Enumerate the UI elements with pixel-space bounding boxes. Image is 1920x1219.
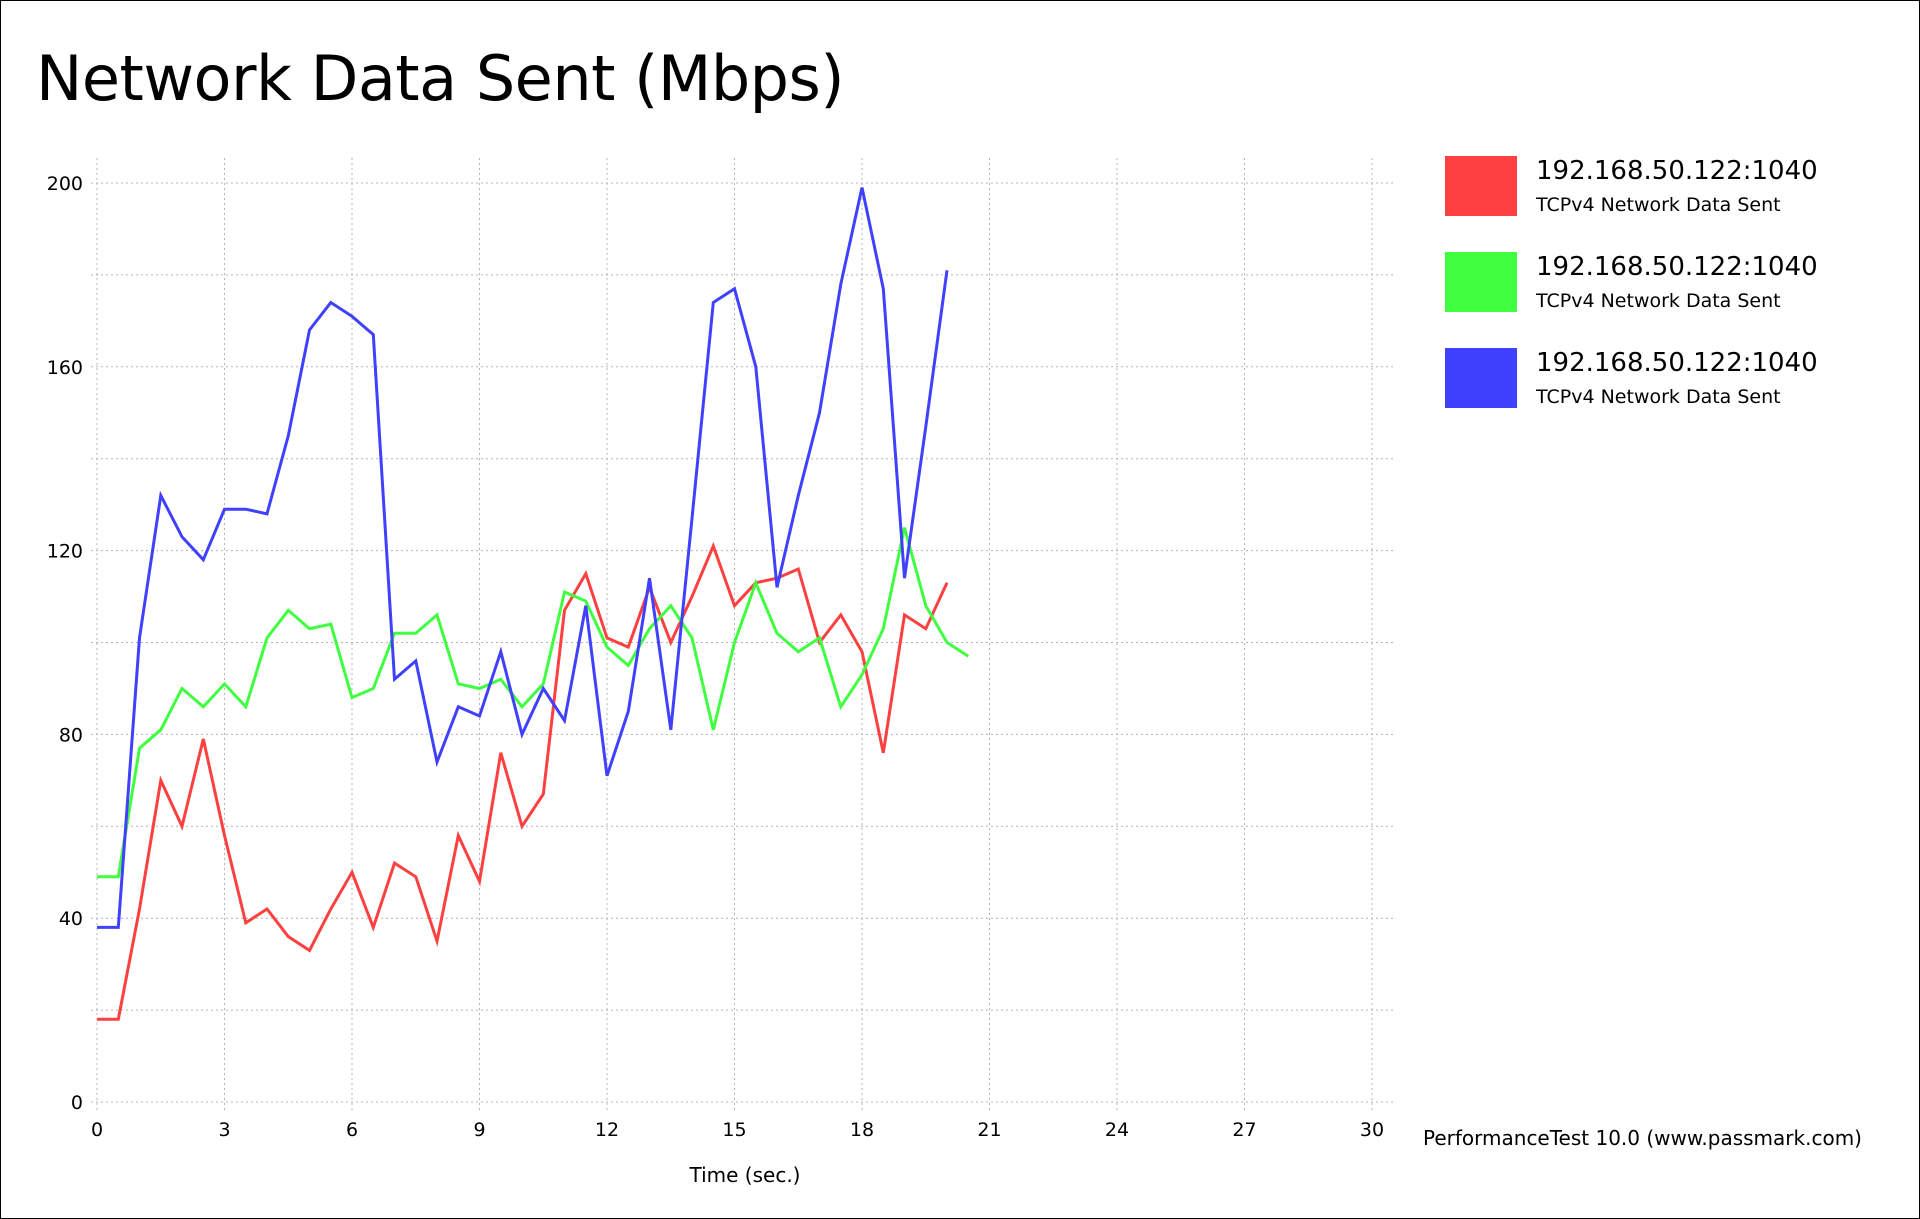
axes: 0 3 6 9 12 15 18 21 24 27 30 0 40 80 120 160 200 Time (se… <box>47 173 1384 1187</box>
y-tick-label: 40 <box>59 908 83 930</box>
series-line-1 <box>97 541 949 1021</box>
x-tick-label: 0 <box>91 1119 103 1141</box>
legend-swatch-1 <box>1445 156 1517 216</box>
series-line-2 <box>97 527 970 879</box>
x-tick-label: 21 <box>977 1119 1001 1141</box>
x-tick-label: 15 <box>722 1119 746 1141</box>
x-tick-label: 12 <box>595 1119 619 1141</box>
y-tick-label: 80 <box>59 724 83 746</box>
x-tick-label: 27 <box>1232 1119 1256 1141</box>
y-tick-label: 200 <box>47 173 83 195</box>
x-tick-label: 18 <box>850 1119 874 1141</box>
y-tick-label: 0 <box>71 1092 83 1114</box>
series-line-3 <box>97 187 949 929</box>
y-tick-label: 120 <box>47 541 83 563</box>
legend-series-name-1: 192.168.50.122:1040 <box>1536 156 1818 186</box>
x-tick-label: 30 <box>1360 1119 1384 1141</box>
x-axis-title: Time (sec.) <box>689 1163 801 1187</box>
grid <box>91 158 1394 1110</box>
x-tick-label: 24 <box>1105 1119 1129 1141</box>
legend-series-name-3: 192.168.50.122:1040 <box>1536 348 1818 378</box>
legend-swatch-2 <box>1445 252 1517 312</box>
legend-series-subtitle-2: TCPv4 Network Data Sent <box>1536 290 1781 312</box>
legend-series-name-2: 192.168.50.122:1040 <box>1536 252 1818 282</box>
legend-swatch-3 <box>1445 348 1517 408</box>
y-tick-label: 160 <box>47 357 83 379</box>
chart-title: Network Data Sent (Mbps) <box>36 42 845 115</box>
credit-text: PerformanceTest 10.0 (www.passmark.com) <box>1423 1126 1862 1150</box>
x-tick-label: 6 <box>346 1119 358 1141</box>
x-tick-label: 3 <box>218 1119 230 1141</box>
x-tick-label: 9 <box>473 1119 485 1141</box>
series-lines <box>97 187 970 1021</box>
legend-series-subtitle-3: TCPv4 Network Data Sent <box>1536 386 1781 408</box>
legend-series-subtitle-1: TCPv4 Network Data Sent <box>1536 194 1781 216</box>
